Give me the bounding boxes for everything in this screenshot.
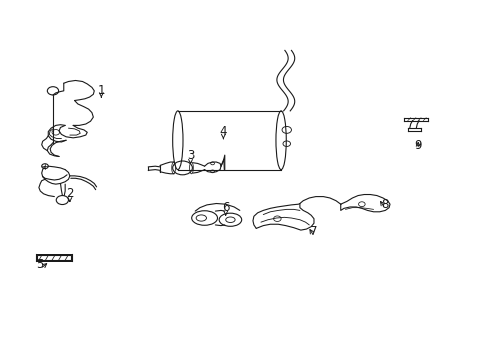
Text: 2: 2 (66, 187, 74, 200)
Text: 3: 3 (186, 149, 194, 162)
Text: 9: 9 (414, 139, 421, 152)
Text: 5: 5 (37, 258, 44, 271)
Text: 4: 4 (219, 125, 226, 138)
Text: 6: 6 (222, 201, 229, 214)
Text: 1: 1 (98, 84, 105, 96)
Text: 7: 7 (309, 225, 317, 238)
Text: 8: 8 (381, 198, 388, 211)
